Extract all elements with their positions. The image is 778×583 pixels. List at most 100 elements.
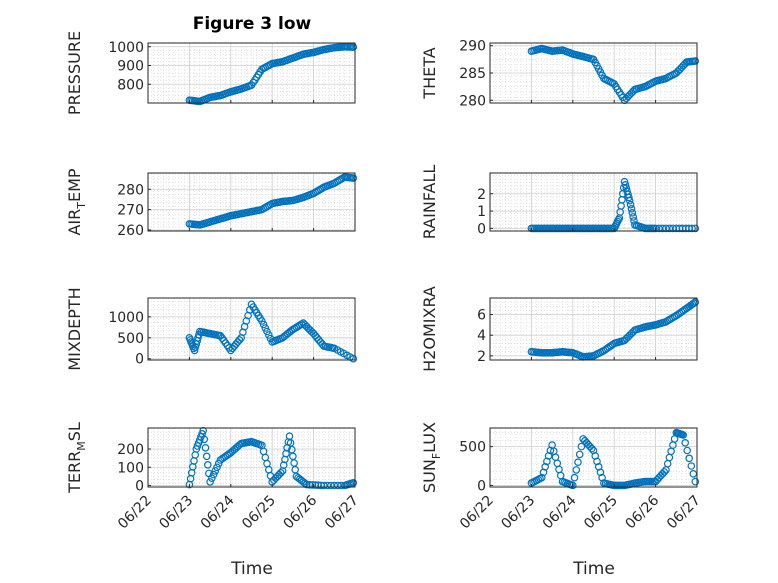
y-axis-label-subscript: T bbox=[75, 202, 88, 210]
y-tick-label: 280 bbox=[117, 182, 144, 198]
y-axis-label-main: TERR bbox=[65, 451, 84, 494]
y-axis-label: SUNFLUX bbox=[420, 422, 443, 493]
data-point bbox=[264, 331, 273, 339]
y-axis-label-subscript: M bbox=[75, 441, 88, 451]
data-point bbox=[301, 479, 309, 488]
y-axis-label: H2OMIXRA bbox=[420, 286, 439, 372]
y-tick-label: 0 bbox=[135, 352, 144, 368]
x-tick-label: 06/22 bbox=[457, 493, 497, 533]
subplot-airtemp: 260 270 280 AIRTEMP bbox=[65, 168, 358, 239]
data-point bbox=[276, 468, 285, 477]
grid-minor bbox=[147, 173, 356, 232]
data-series bbox=[185, 173, 358, 229]
y-axis-label-tail: LUX bbox=[420, 422, 439, 453]
subplot-mixdepth: 0 500 1000 MIXDEPTH bbox=[65, 287, 358, 371]
data-point bbox=[681, 438, 690, 447]
y-axis-label: RAINFALL bbox=[420, 165, 439, 240]
data-point bbox=[627, 205, 636, 213]
data-point bbox=[625, 193, 633, 202]
subplot-rainfall: 012 RAINFALL bbox=[420, 165, 700, 240]
x-tick-label: 06/26 bbox=[281, 492, 321, 532]
data-point bbox=[204, 460, 212, 469]
data-point bbox=[200, 435, 209, 444]
y-tick-label: 0 bbox=[135, 479, 144, 495]
data-point bbox=[568, 481, 577, 490]
x-tick-label: 06/26 bbox=[623, 492, 663, 532]
data-point bbox=[235, 336, 244, 344]
y-tick-label: 200 bbox=[117, 442, 144, 458]
y-tick-label: 4 bbox=[477, 328, 486, 344]
y-axis-label-main: THETA bbox=[420, 47, 439, 99]
data-series bbox=[185, 426, 358, 490]
axes-background bbox=[148, 428, 355, 487]
data-point bbox=[302, 480, 311, 489]
data-point bbox=[211, 467, 220, 475]
data-point bbox=[209, 470, 218, 479]
y-axis-label: MIXDEPTH bbox=[65, 287, 84, 370]
data-point bbox=[575, 450, 584, 459]
data-point bbox=[572, 466, 581, 474]
data-point bbox=[691, 224, 700, 233]
data-point bbox=[691, 57, 700, 65]
subplot-theta: 280 285 290 THETA bbox=[420, 39, 700, 109]
axes-box bbox=[147, 297, 356, 361]
subplot-terrmsl: 0 100 200 TERRMSL 06/22 06/23 06/24 06/25 06/26 0… bbox=[65, 422, 362, 532]
y-axis-label-main: H2OMIXRA bbox=[420, 286, 439, 372]
x-tick-label: 06/23 bbox=[156, 493, 196, 533]
x-tick-label: 06/25 bbox=[581, 493, 621, 533]
data-point bbox=[683, 446, 692, 455]
data-point bbox=[685, 454, 694, 463]
x-tick-label: 06/22 bbox=[115, 493, 155, 533]
data-point bbox=[626, 200, 635, 209]
y-tick-label: 500 bbox=[117, 331, 144, 347]
data-point bbox=[628, 209, 637, 217]
subplot-sunflux: 0 500 SUNFLUX 06/22 06/23 06/24 06/25 06/26 06/2… bbox=[420, 422, 704, 532]
data-point bbox=[660, 468, 669, 476]
data-series bbox=[185, 42, 358, 106]
y-tick-label: 2 bbox=[477, 187, 486, 203]
data-series bbox=[527, 44, 700, 105]
data-point bbox=[687, 462, 696, 470]
x-tick-label: 06/24 bbox=[198, 492, 238, 532]
data-point bbox=[688, 224, 696, 233]
data-series bbox=[527, 298, 700, 361]
x-tick-label: 06/27 bbox=[322, 493, 362, 533]
axes-background bbox=[148, 173, 355, 231]
data-point bbox=[349, 43, 358, 51]
x-axis-label-right: Time bbox=[572, 559, 615, 579]
y-axis-label: AIRTEMP bbox=[65, 168, 88, 235]
data-point bbox=[214, 459, 223, 468]
data-point bbox=[570, 473, 579, 482]
y-tick-label: 2 bbox=[477, 349, 486, 365]
data-point bbox=[305, 480, 314, 489]
y-tick-label: 500 bbox=[459, 440, 486, 456]
subplot-h2omixra: 2 4 6 H2OMIXRA bbox=[420, 286, 700, 372]
data-point bbox=[349, 354, 358, 363]
data-point bbox=[259, 320, 268, 329]
y-axis-label-main: MIXDEPTH bbox=[65, 287, 84, 370]
y-axis-label: TERRMSL bbox=[65, 422, 88, 494]
axes-box bbox=[147, 42, 356, 104]
y-axis-label-tail: EMP bbox=[65, 168, 84, 202]
y-tick-label: 0 bbox=[477, 478, 486, 494]
data-point bbox=[201, 443, 210, 452]
x-axis-label-left: Time bbox=[230, 559, 273, 579]
data-point bbox=[206, 478, 214, 486]
data-point bbox=[574, 458, 582, 467]
y-tick-label: 1 bbox=[477, 204, 486, 220]
y-tick-label: 900 bbox=[117, 59, 144, 75]
data-point bbox=[349, 174, 358, 182]
y-axis-label: THETA bbox=[420, 47, 439, 99]
y-axis-label-subscript: F bbox=[430, 453, 443, 459]
y-tick-label: 270 bbox=[117, 203, 144, 219]
data-point bbox=[314, 481, 323, 490]
axes-box bbox=[489, 172, 698, 232]
axes-background bbox=[490, 173, 697, 231]
data-point bbox=[587, 444, 596, 453]
data-point bbox=[577, 442, 586, 451]
data-series bbox=[527, 177, 700, 233]
axes-box bbox=[489, 297, 698, 361]
